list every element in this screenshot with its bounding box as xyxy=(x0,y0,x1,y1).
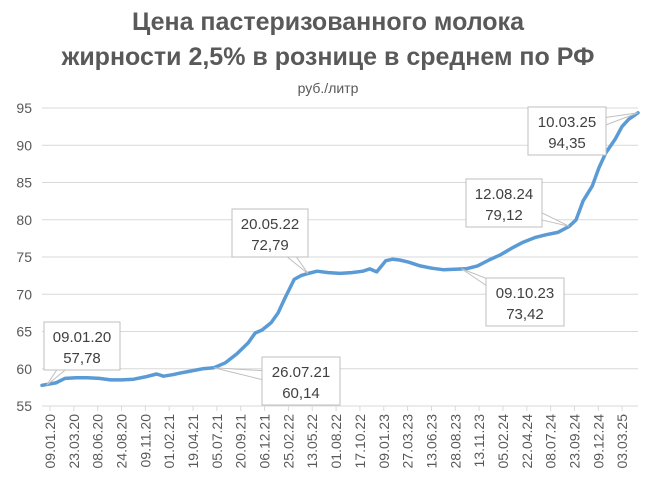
y-tick-label: 70 xyxy=(16,286,32,302)
x-tick-label: 08.06.20 xyxy=(90,414,106,469)
callout-value: 94,35 xyxy=(548,135,586,152)
callout-date: 09.01.20 xyxy=(53,329,111,346)
x-tick-label: 27.03.23 xyxy=(400,414,416,469)
x-tick-label: 09.11.20 xyxy=(137,414,153,468)
callout-date: 26.07.21 xyxy=(272,364,330,381)
x-tick-label: 24.08.20 xyxy=(114,414,130,469)
y-tick-label: 85 xyxy=(16,175,32,191)
y-tick-label: 95 xyxy=(16,100,32,116)
callout-value: 73,42 xyxy=(506,306,544,323)
y-tick-label: 75 xyxy=(16,249,32,265)
x-tick-label: 22.04.24 xyxy=(519,414,535,469)
chart-unit-label: руб./литр xyxy=(297,80,359,96)
callout-box xyxy=(465,178,543,228)
x-tick-label: 03.03.25 xyxy=(614,414,630,469)
y-tick-label: 65 xyxy=(16,324,32,340)
x-tick-label: 28.08.23 xyxy=(447,414,463,469)
y-tick-label: 90 xyxy=(16,137,32,153)
x-tick-label: 25.02.22 xyxy=(280,414,296,469)
chart-title-line-1: Цена пастеризованного молока xyxy=(132,8,524,36)
callout-date: 09.10.23 xyxy=(496,285,554,302)
x-tick-label: 09.01.20 xyxy=(42,414,58,469)
x-tick-label: 06.12.21 xyxy=(257,414,273,469)
callout-date: 20.05.22 xyxy=(241,216,299,233)
x-tick-label: 01.08.22 xyxy=(328,414,344,469)
y-tick-label: 60 xyxy=(16,361,32,377)
x-tick-label: 13.06.23 xyxy=(423,414,439,469)
callout-box xyxy=(231,208,309,258)
x-tick-label: 05.02.24 xyxy=(495,414,511,469)
callout-date: 12.08.24 xyxy=(475,186,533,203)
x-tick-label: 09.01.23 xyxy=(376,414,392,469)
callout-value: 72,79 xyxy=(251,237,289,254)
callout-box xyxy=(43,321,121,371)
x-tick-label: 19.04.21 xyxy=(185,414,201,469)
callout-value: 60,14 xyxy=(282,385,320,402)
callout-box xyxy=(485,277,565,327)
x-tick-label: 09.12.24 xyxy=(590,414,606,469)
x-tick-label: 08.07.24 xyxy=(543,414,559,469)
callout-box xyxy=(527,106,607,156)
callout-value: 57,78 xyxy=(63,350,101,367)
price-series-line xyxy=(40,111,640,388)
y-tick-label: 80 xyxy=(16,212,32,228)
callout-date: 10.03.25 xyxy=(538,114,596,131)
y-tick-label: 55 xyxy=(16,398,32,414)
x-tick-label: 13.11.23 xyxy=(471,414,487,468)
callout-value: 79,12 xyxy=(485,207,523,224)
x-tick-label: 17.10.22 xyxy=(352,414,368,469)
chart-title-line-2: жирности 2,5% в рознице в среднем по РФ xyxy=(61,43,595,71)
x-tick-label: 05.07.21 xyxy=(209,414,225,469)
x-tick-label: 13.05.22 xyxy=(304,414,320,469)
callout-box xyxy=(261,356,341,406)
x-tick-label: 23.09.24 xyxy=(566,414,582,469)
x-tick-label: 23.03.20 xyxy=(66,414,82,469)
x-tick-label: 01.02.21 xyxy=(161,414,177,469)
x-tick-label: 20.09.21 xyxy=(233,414,249,469)
